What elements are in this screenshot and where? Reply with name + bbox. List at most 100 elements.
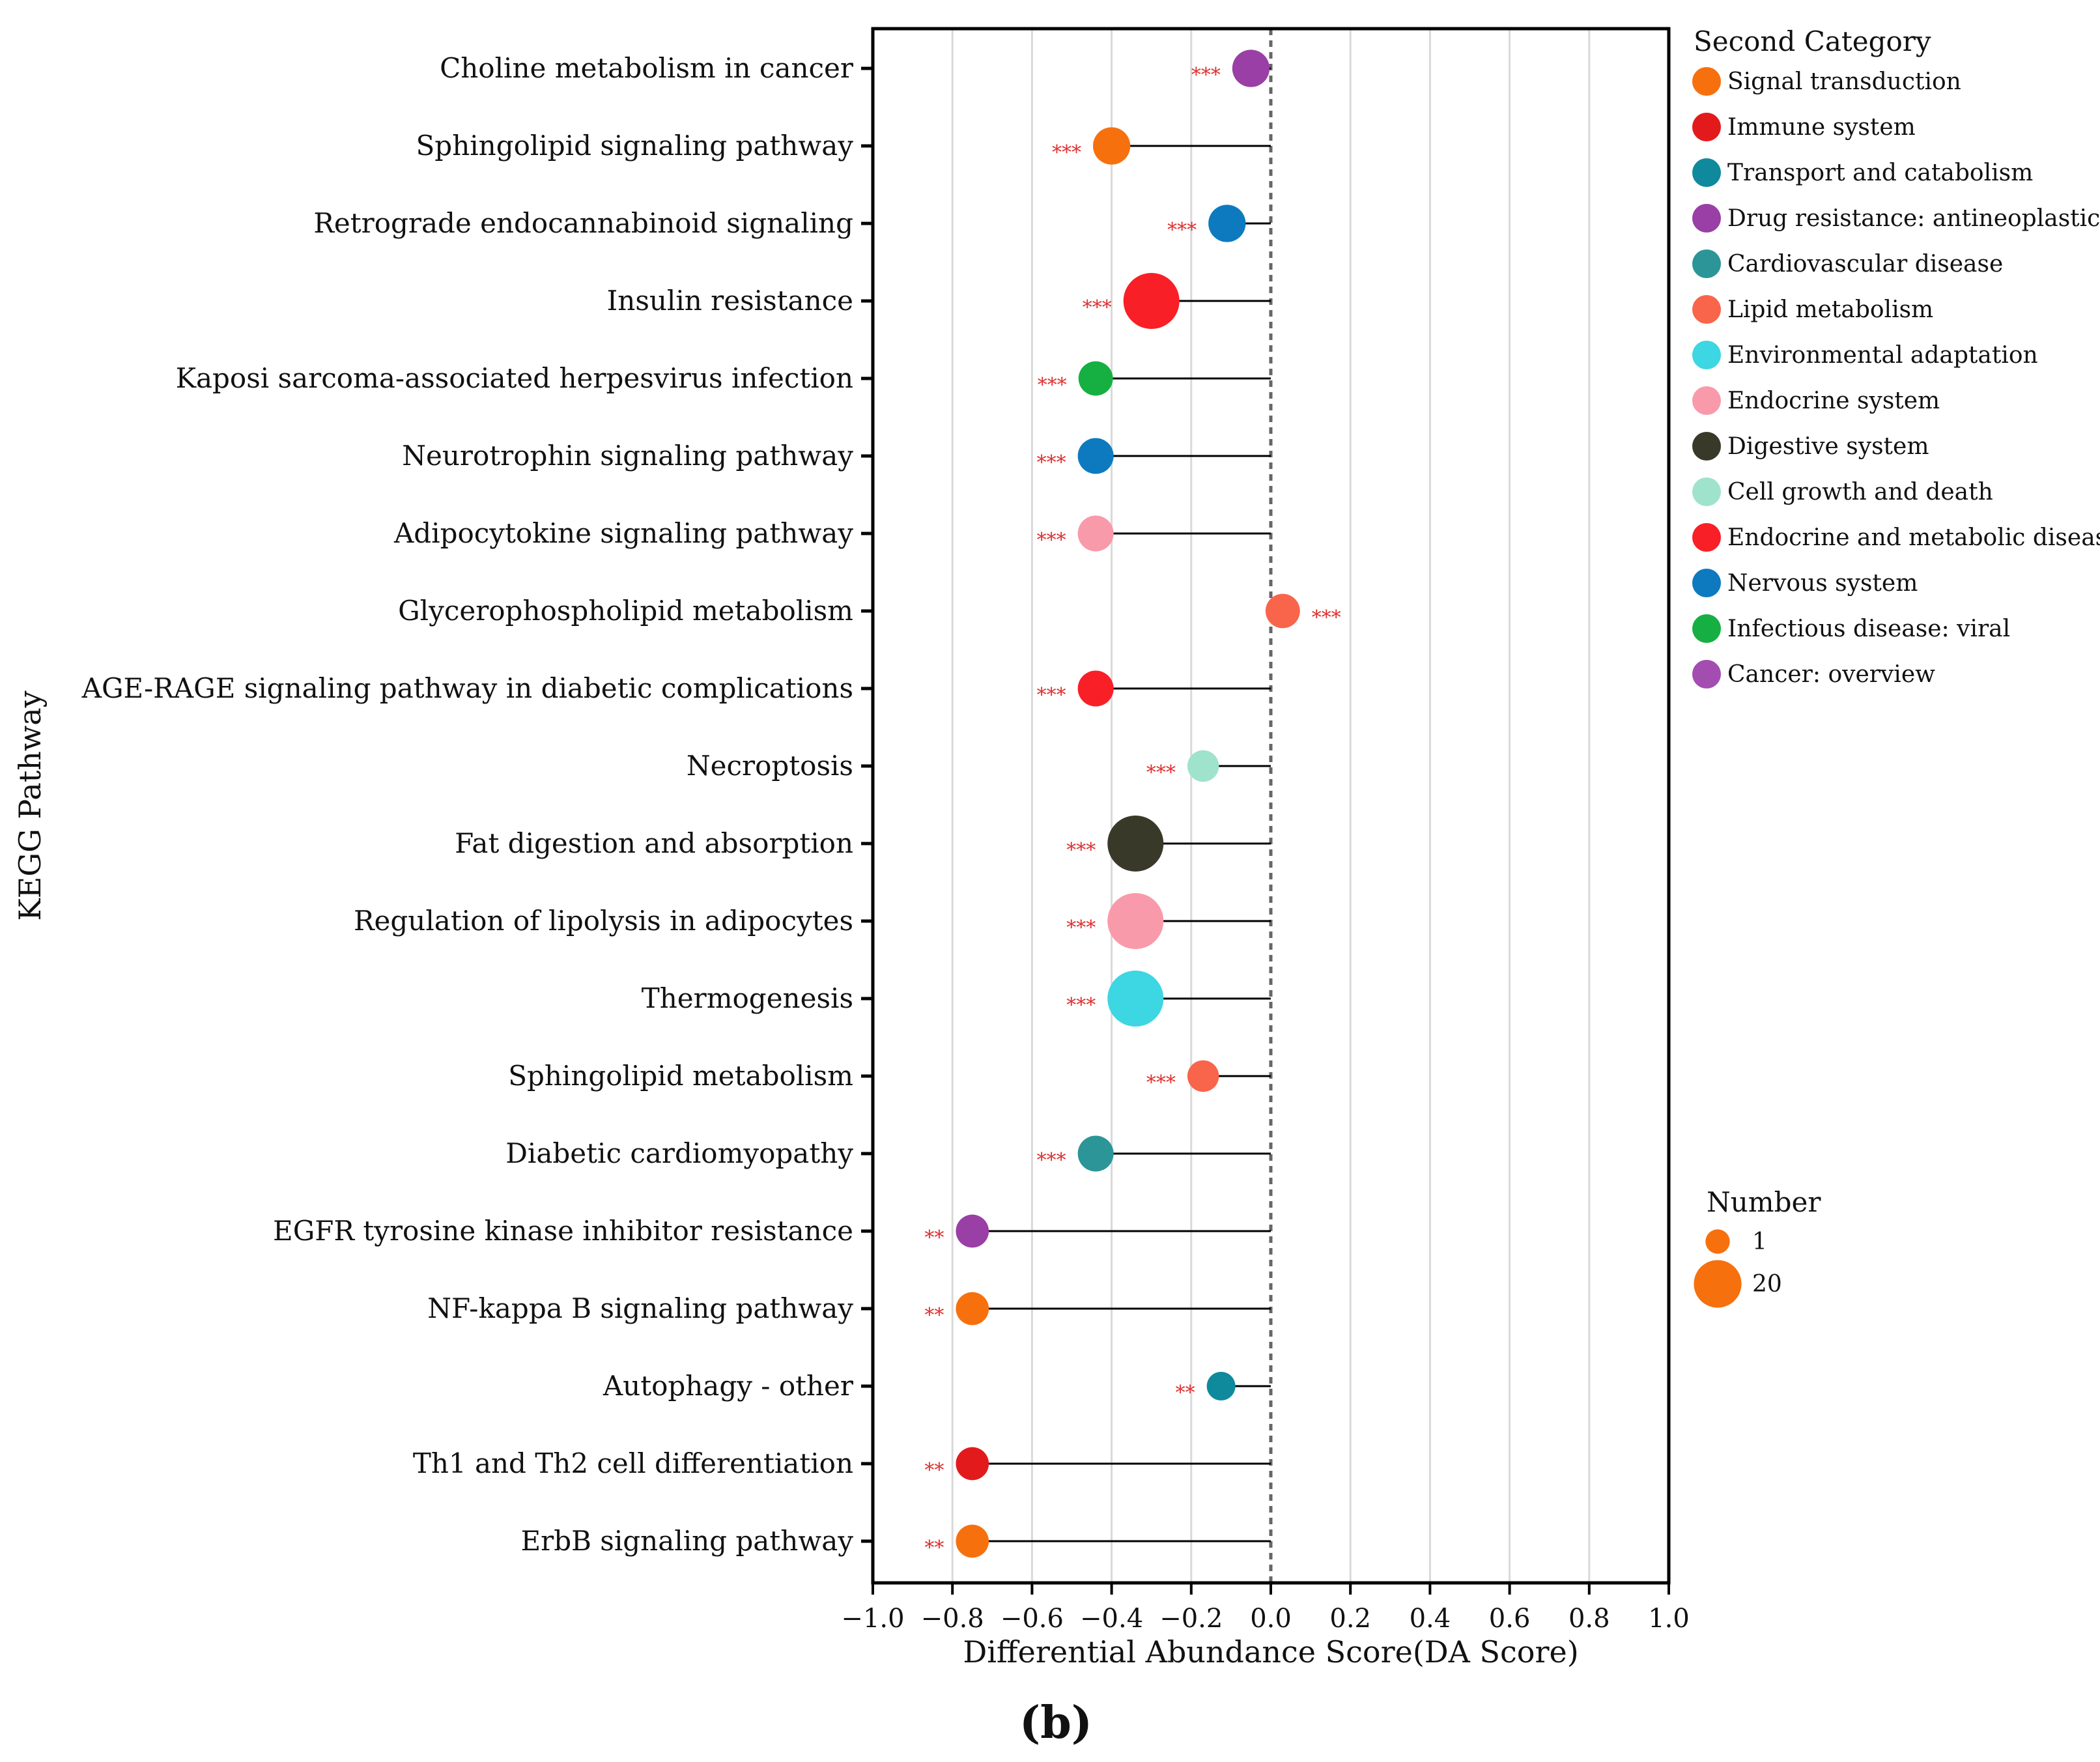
lollipop-point — [1265, 593, 1300, 629]
lollipop-point — [956, 1292, 989, 1326]
x-tick-label: 0.0 — [1250, 1604, 1292, 1634]
significance-marker: *** — [1038, 374, 1067, 397]
y-tick-label: Retrograde endocannabinoid signaling — [313, 207, 853, 239]
legend-swatch — [1692, 523, 1721, 552]
y-tick-label: Sphingolipid signaling pathway — [416, 130, 854, 162]
significance-marker: *** — [1037, 684, 1066, 707]
legend-item-label: Immune system — [1727, 114, 1916, 141]
y-tick-label: Insulin resistance — [607, 285, 853, 317]
significance-marker: *** — [1083, 296, 1112, 319]
lollipop-point — [1077, 1135, 1114, 1172]
legend-item-label: Endocrine and metabolic disease — [1727, 524, 2100, 551]
y-tick-label: Regulation of lipolysis in adipocytes — [354, 905, 853, 937]
legend-swatch — [1692, 569, 1721, 597]
significance-marker: *** — [1167, 219, 1197, 242]
significance-marker: *** — [1146, 761, 1176, 784]
significance-marker: ** — [924, 1459, 944, 1482]
y-tick-label: Diabetic cardiomyopathy — [505, 1137, 853, 1169]
legend-swatch — [1692, 477, 1721, 506]
significance-marker: *** — [1066, 994, 1096, 1017]
x-tick-label: −0.4 — [1080, 1604, 1143, 1634]
x-tick-label: −0.2 — [1159, 1604, 1223, 1634]
legend-item-label: Cancer: overview — [1727, 661, 1935, 688]
x-tick-label: −0.8 — [921, 1604, 984, 1634]
category-legend: Second Category Signal transduction Immun… — [1692, 25, 2100, 689]
grid-lines — [951, 29, 1591, 1583]
y-tick-label: Necroptosis — [687, 750, 853, 782]
legend-item-label: Lipid metabolism — [1727, 296, 1933, 323]
panel-label: (b) — [1019, 1697, 1092, 1749]
legend-swatch — [1692, 204, 1721, 233]
y-tick-label: Glycerophospholipid metabolism — [398, 595, 853, 627]
significance-marker: *** — [1037, 451, 1066, 474]
lollipop-point — [1206, 1372, 1236, 1400]
y-tick-label: Th1 and Th2 cell differentiation — [413, 1447, 853, 1479]
y-axis-title: KEGG Pathway — [12, 690, 48, 920]
legend-title: Second Category — [1694, 25, 1931, 57]
significance-marker: *** — [1037, 1149, 1066, 1172]
legend-swatch — [1692, 614, 1721, 643]
x-tick-label: 0.4 — [1410, 1604, 1451, 1634]
y-tick-label: Adipocytokine signaling pathway — [393, 517, 853, 549]
lollipop-point — [1232, 50, 1270, 87]
x-tick-label: −1.0 — [841, 1604, 904, 1634]
legend-swatch — [1692, 660, 1721, 689]
legend-swatch — [1692, 249, 1721, 278]
y-tick-label: Kaposi sarcoma-associated herpesvirus in… — [176, 362, 853, 394]
x-tick-label: 0.8 — [1568, 1604, 1610, 1634]
size-legend-label: 1 — [1752, 1229, 1767, 1255]
y-tick-label: Autophagy - other — [603, 1370, 854, 1402]
legend-item-label: Cardiovascular disease — [1727, 251, 2003, 277]
legend-swatch — [1692, 113, 1721, 141]
y-tick-label: Thermogenesis — [642, 982, 853, 1014]
legend-item-label: Environmental adaptation — [1727, 342, 2038, 369]
significance-marker: *** — [1037, 529, 1066, 552]
significance-marker: *** — [1052, 141, 1081, 164]
y-axis: Choline metabolism in cancer Sphingolipid… — [81, 52, 873, 1557]
legend-swatch — [1692, 386, 1721, 415]
legend-swatch — [1692, 158, 1721, 187]
legend-swatch — [1692, 432, 1721, 461]
lollipop-point — [1107, 893, 1164, 949]
legend-swatch — [1692, 295, 1721, 324]
size-legend-swatch — [1705, 1229, 1730, 1254]
lollipop-point — [1077, 515, 1114, 552]
significance-marker: *** — [1312, 606, 1341, 629]
lollipop-point — [956, 1524, 989, 1558]
legend-swatch — [1692, 67, 1721, 96]
y-tick-label: Sphingolipid metabolism — [508, 1060, 853, 1092]
lollipop-point — [1187, 750, 1219, 782]
y-tick-label: NF-kappa B signaling pathway — [427, 1292, 853, 1324]
significance-marker: ** — [924, 1537, 944, 1559]
legend-item-label: Cell growth and death — [1727, 479, 1993, 505]
lollipop-point — [1107, 816, 1164, 872]
x-axis: −1.0 −0.8 −0.6 −0.4 −0.2 0.0 0.2 0.4 0.6 0.8 1.0 — [841, 1583, 1690, 1634]
lollipop-point — [1123, 273, 1180, 329]
y-tick-label: Choline metabolism in cancer — [440, 52, 854, 84]
size-legend-title: Number — [1707, 1186, 1821, 1218]
significance-marker: *** — [1066, 839, 1096, 862]
lollipop-point — [1078, 361, 1113, 396]
size-legend-swatch — [1694, 1260, 1742, 1308]
lollipop-point — [1077, 670, 1114, 707]
size-legend: Number 1 20 — [1694, 1186, 1821, 1308]
x-axis-title: Differential Abundance Score(DA Score) — [963, 1634, 1578, 1670]
lollipop-points: ****************************************… — [924, 50, 1341, 1559]
x-tick-label: −0.6 — [1000, 1604, 1064, 1634]
legend-item-label: Nervous system — [1727, 570, 1918, 597]
legend-swatch — [1692, 341, 1721, 369]
lollipop-point — [1107, 971, 1164, 1027]
lollipop-point — [956, 1214, 989, 1248]
lollipop-point — [1187, 1060, 1219, 1092]
significance-marker: *** — [1146, 1072, 1176, 1094]
x-tick-label: 1.0 — [1648, 1604, 1690, 1634]
legend-item-label: Endocrine system — [1727, 388, 1940, 414]
significance-marker: *** — [1191, 64, 1221, 87]
y-tick-label: Fat digestion and absorption — [455, 827, 853, 859]
legend-item-label: Transport and catabolism — [1727, 160, 2033, 186]
lollipop-point — [1208, 205, 1246, 242]
lollipop-point — [956, 1447, 989, 1481]
significance-marker: *** — [1066, 917, 1096, 939]
lollipop-point — [1092, 127, 1131, 165]
